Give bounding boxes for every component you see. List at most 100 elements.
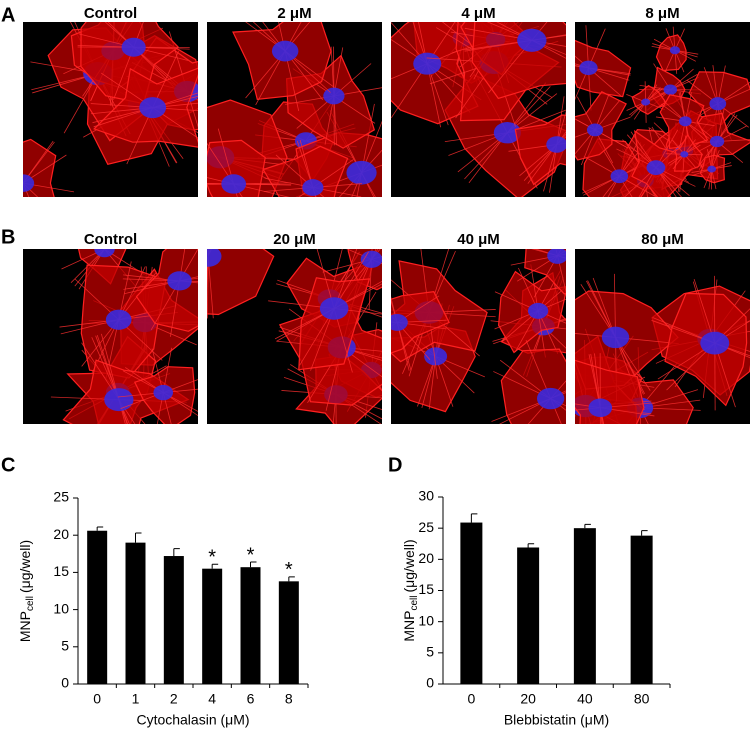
nucleus [105, 309, 132, 330]
y-tick-label: 5 [61, 638, 69, 654]
error-bar [470, 513, 478, 523]
cell [135, 249, 198, 332]
y-tick-label: 0 [61, 675, 69, 691]
y-axis-label: MNPcell (μg/well) [401, 539, 420, 641]
image-label: Control [84, 5, 137, 22]
nucleus [527, 302, 549, 319]
y-label-main: MNP [17, 611, 33, 642]
y-tick-label: 15 [418, 581, 434, 597]
x-tick-label: 8 [285, 691, 293, 707]
bar [278, 581, 299, 684]
image-content [23, 22, 198, 197]
y-label-unit: (μg/well) [401, 539, 417, 592]
y-tick-label: 0 [426, 675, 434, 691]
y-tick-label: 10 [53, 600, 69, 616]
x-axis-label: Cytochalasin (μM) [136, 712, 249, 728]
nucleus [94, 249, 115, 258]
y-tick-label: 30 [418, 488, 434, 504]
micrograph [207, 22, 382, 197]
nucleus [323, 87, 345, 105]
x-tick-label: 0 [467, 691, 475, 707]
y-label-main: MNP [401, 611, 417, 642]
micrograph [23, 22, 198, 197]
nucleus [23, 174, 35, 192]
nucleus [707, 165, 717, 173]
y-tick-label: 20 [418, 550, 434, 566]
y-tick-label: 25 [418, 519, 434, 535]
nucleus [221, 174, 247, 194]
nucleus [271, 40, 299, 62]
bar [573, 528, 596, 684]
y-tick-label: 20 [53, 526, 69, 542]
panel-label: D [388, 454, 402, 476]
bar [87, 530, 108, 684]
nucleus [413, 52, 442, 75]
x-tick-label: 1 [132, 691, 140, 707]
nucleus [139, 97, 167, 119]
significance-marker: * [285, 559, 293, 581]
significance-marker: * [208, 546, 216, 568]
x-tick-label: 20 [520, 691, 536, 707]
x-tick-label: 80 [634, 691, 650, 707]
nucleus [547, 249, 566, 264]
nucleus [536, 387, 565, 410]
bar [460, 522, 483, 684]
y-tick-label: 15 [53, 563, 69, 579]
error-bar [96, 526, 104, 531]
nucleus [709, 97, 727, 111]
nucleus [610, 169, 629, 184]
y-tick-label: 25 [53, 489, 69, 505]
x-tick-label: 40 [577, 691, 593, 707]
nucleus [153, 384, 174, 401]
nucleus [346, 160, 377, 185]
bar [163, 556, 184, 684]
nucleus [586, 123, 604, 137]
micrograph [391, 249, 566, 424]
error-bar [135, 532, 142, 543]
nucleus [678, 116, 692, 127]
x-tick-label: 0 [93, 691, 101, 707]
panel-label: B [1, 226, 15, 248]
nucleus [104, 388, 134, 412]
nucleus [319, 297, 349, 320]
nucleus [709, 135, 725, 148]
error-bar [250, 561, 257, 568]
x-tick-label: 2 [170, 691, 178, 707]
nucleus [601, 326, 630, 349]
nucleus [493, 122, 521, 144]
error-bar [641, 530, 648, 536]
nucleus [302, 179, 324, 196]
panel-label: C [1, 454, 15, 476]
nucleus [579, 60, 598, 76]
nucleus [121, 37, 146, 57]
y-label-sub: cell [25, 596, 36, 611]
image-label: 20 μM [273, 231, 316, 248]
bar [125, 542, 146, 684]
panel-label: A [1, 4, 15, 26]
image-content [575, 25, 750, 197]
image-content [391, 249, 566, 424]
bar [240, 567, 261, 684]
nucleus [663, 84, 678, 95]
image-label: 40 μM [457, 231, 500, 248]
micrograph [575, 22, 750, 197]
nucleus [646, 160, 666, 176]
significance-marker: * [247, 544, 255, 566]
micrograph [207, 249, 382, 424]
nucleus [546, 136, 566, 153]
image-label: 80 μM [641, 231, 684, 248]
nucleus [424, 347, 448, 366]
nucleus [391, 314, 408, 331]
x-axis-label: Blebbistatin (μM) [504, 712, 609, 728]
error-bar [173, 548, 180, 557]
micrograph [391, 22, 566, 197]
nucleus [700, 331, 730, 355]
bar [630, 535, 653, 684]
y-tick-label: 5 [426, 644, 434, 660]
nucleus [360, 250, 382, 268]
image-label: Control [84, 231, 137, 248]
nucleus [207, 249, 222, 267]
micrograph [23, 249, 198, 424]
y-axis-label: MNPcell (μg/well) [17, 540, 36, 642]
nucleus [517, 28, 547, 52]
